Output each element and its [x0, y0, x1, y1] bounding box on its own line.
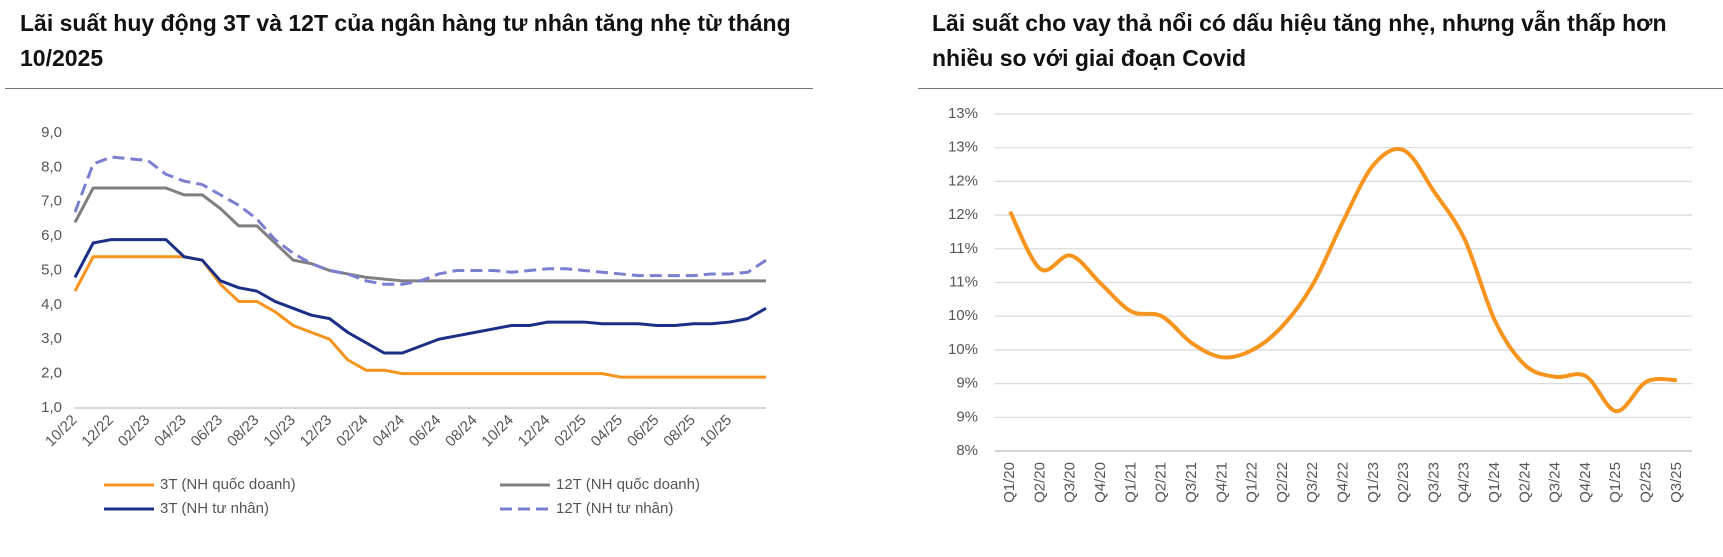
- x-tick-label: 10/25: [697, 412, 736, 451]
- legend-label: 3T (NH tư nhân): [160, 500, 269, 517]
- x-tick-label: 02/24: [333, 412, 372, 451]
- x-tick-label: 06/25: [624, 412, 663, 451]
- x-tick-label: 12/24: [515, 412, 554, 451]
- y-tick-label: 11%: [949, 273, 978, 290]
- legend-label: 12T (NH quốc doanh): [556, 476, 700, 493]
- y-tick-label: 13%: [948, 139, 978, 156]
- x-tick-label: Q3/25: [1668, 462, 1685, 503]
- x-tick-label: 06/24: [406, 412, 445, 451]
- x-tick-label: 10/23: [260, 412, 299, 451]
- x-tick-label: 02/25: [551, 412, 590, 451]
- legend-label: 3T (NH quốc doanh): [160, 476, 296, 493]
- divider: [918, 88, 1723, 89]
- y-tick-label: 4,0: [41, 296, 62, 313]
- x-tick-label: Q1/23: [1365, 462, 1382, 503]
- x-tick-label: Q3/20: [1062, 462, 1079, 503]
- x-tick-label: Q2/20: [1031, 462, 1048, 503]
- x-tick-label: 04/23: [151, 412, 190, 451]
- y-tick-label: 5,0: [41, 261, 62, 278]
- x-tick-label: 08/23: [224, 412, 263, 451]
- y-tick-label: 12%: [948, 172, 978, 189]
- y-tick-label: 3,0: [41, 330, 62, 347]
- x-tick-label: 10/24: [478, 412, 517, 451]
- x-tick-label: Q4/21: [1213, 462, 1230, 503]
- x-tick-label: Q3/22: [1304, 462, 1321, 503]
- y-tick-label: 8,0: [41, 158, 62, 175]
- y-tick-label: 7,0: [41, 193, 62, 210]
- line: [1008, 147, 1677, 414]
- x-tick-label: Q2/22: [1274, 462, 1291, 503]
- x-tick-label: Q4/24: [1577, 462, 1594, 503]
- x-tick-label: Q1/25: [1607, 462, 1624, 503]
- x-tick-label: Q1/22: [1244, 462, 1261, 503]
- x-tick-label: Q4/20: [1092, 462, 1109, 503]
- x-tick-label: Q3/24: [1547, 462, 1564, 503]
- x-tick-label: 08/24: [442, 412, 481, 451]
- legend-label: 12T (NH tư nhân): [556, 500, 673, 517]
- x-tick-label: 04/25: [588, 412, 627, 451]
- x-tick-label: 10/22: [42, 412, 81, 451]
- y-tick-label: 10%: [948, 341, 978, 358]
- x-tick-label: Q3/21: [1183, 462, 1200, 503]
- y-tick-label: 12%: [948, 206, 978, 223]
- x-tick-label: Q2/21: [1153, 462, 1170, 503]
- y-tick-label: 1,0: [41, 399, 62, 416]
- x-tick-label: 12/23: [297, 412, 336, 451]
- y-tick-label: 10%: [948, 307, 978, 324]
- y-tick-label: 9,0: [41, 124, 62, 141]
- x-tick-label: Q3/23: [1425, 462, 1442, 503]
- y-tick-label: 9%: [956, 375, 978, 392]
- x-tick-label: Q1/20: [1001, 462, 1018, 503]
- x-tick-label: Q4/22: [1334, 462, 1351, 503]
- x-tick-label: Q2/23: [1395, 462, 1412, 503]
- line: [73, 238, 767, 355]
- x-tick-label: Q4/23: [1456, 462, 1473, 503]
- x-tick-label: 06/23: [188, 412, 227, 451]
- chart-title: Lãi suất huy động 3T và 12T của ngân hàn…: [20, 10, 791, 71]
- chart-title: Lãi suất cho vay thả nổi có dấu hiệu tăn…: [932, 10, 1667, 71]
- x-tick-label: 02/23: [115, 412, 154, 451]
- line: [73, 155, 767, 286]
- y-tick-label: 11%: [949, 240, 978, 257]
- y-tick-label: 2,0: [41, 365, 62, 382]
- line: [73, 255, 766, 379]
- y-tick-label: 9%: [956, 408, 978, 425]
- x-tick-label: Q2/24: [1516, 462, 1533, 503]
- y-tick-label: 6,0: [41, 227, 62, 244]
- x-tick-label: 12/22: [78, 412, 117, 451]
- y-tick-label: 13%: [948, 105, 978, 122]
- x-tick-label: 04/24: [369, 412, 408, 451]
- x-tick-label: Q1/24: [1486, 462, 1503, 503]
- x-tick-label: Q2/25: [1638, 462, 1655, 503]
- x-tick-label: 08/25: [660, 412, 699, 451]
- x-tick-label: Q1/21: [1122, 462, 1139, 503]
- divider: [5, 88, 813, 89]
- line: [73, 186, 766, 283]
- y-tick-label: 8%: [956, 442, 978, 459]
